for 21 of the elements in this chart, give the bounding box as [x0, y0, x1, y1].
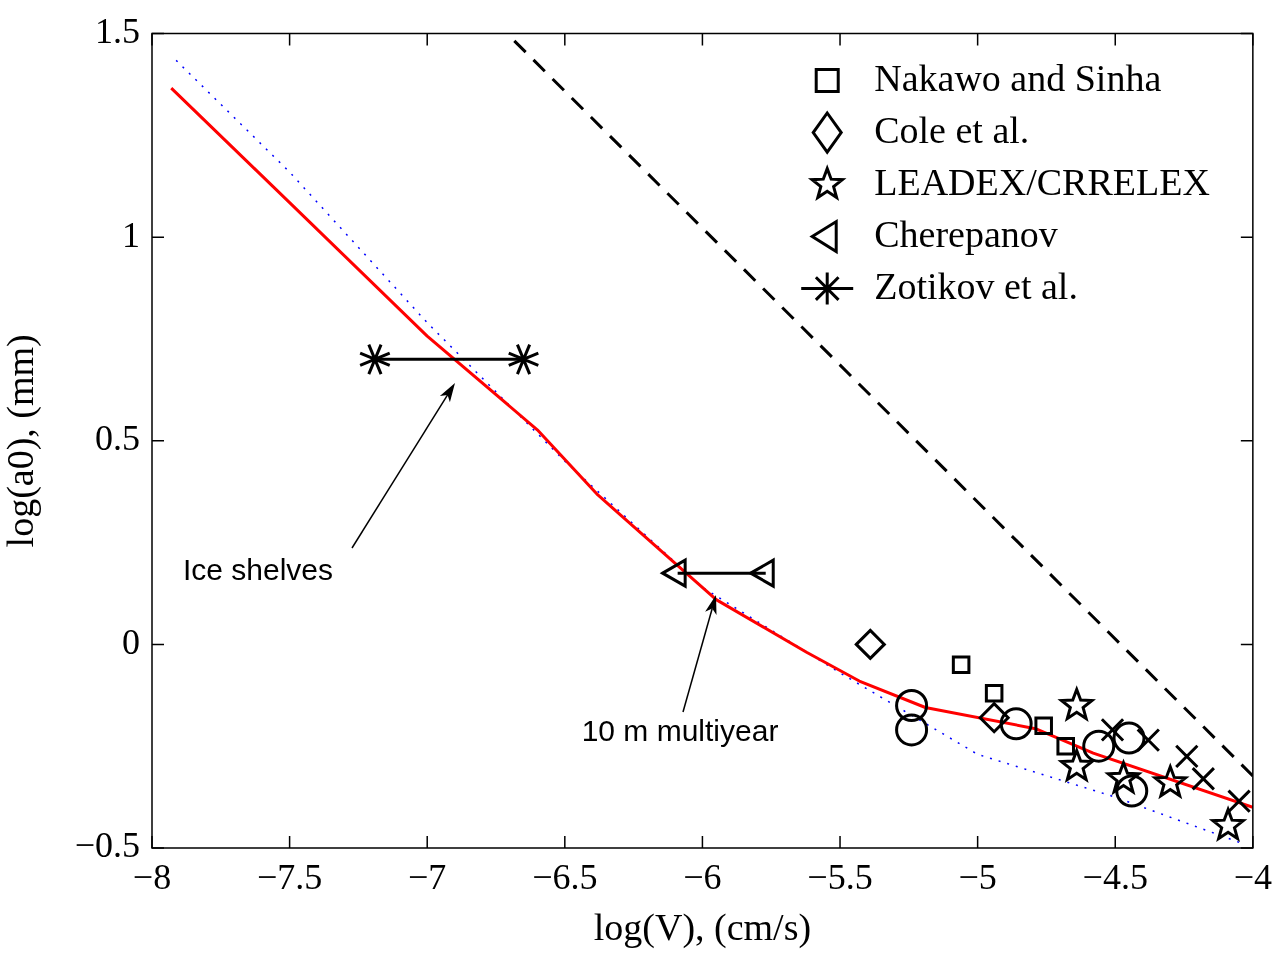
x-tick-label: −6.5	[532, 857, 598, 898]
x-tick-label: −4	[1233, 857, 1272, 898]
y-tick-label: 1.5	[95, 11, 140, 52]
x-tick-label: −5	[958, 857, 997, 898]
x-axis-title: log(V), (cm/s)	[593, 906, 812, 950]
x-tick-label: −7	[408, 857, 447, 898]
x-tick-label: −5.5	[807, 857, 873, 898]
legend-label: LEADEX/CRRELEX	[874, 160, 1210, 203]
legend-label: Cherepanov	[874, 212, 1058, 255]
y-tick-label: 0.5	[95, 418, 140, 459]
legend-label: Cole et al.	[874, 108, 1030, 151]
y-tick-label: 0	[122, 621, 140, 662]
annotation: Ice shelves	[182, 553, 334, 587]
x-tick-label: −7.5	[256, 857, 323, 898]
x-tick-label: −6	[683, 857, 722, 898]
legend-label: Nakawo and Sinha	[874, 56, 1162, 99]
legend-label: Zotikov et al.	[874, 264, 1078, 307]
x-tick-label: −4.5	[1082, 857, 1148, 898]
y-tick-label: 1	[122, 214, 140, 255]
annotation: 10 m multiyear	[581, 714, 779, 748]
y-axis-title: log(a0), (mm)	[0, 334, 42, 548]
